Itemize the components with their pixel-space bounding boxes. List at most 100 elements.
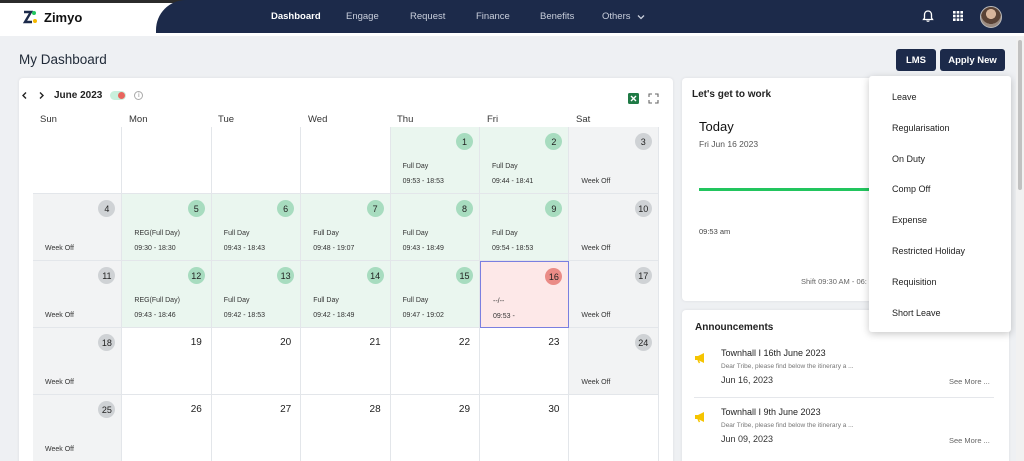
calendar-day-cell[interactable]: 14 Full Day 09:42 - 18:49 [301, 261, 391, 328]
checkin-time: 09:53 am [699, 227, 731, 236]
calendar-day-cell[interactable]: 11 Week Off [33, 261, 123, 328]
attendance-status: Full Day [402, 230, 429, 237]
scrollbar[interactable] [1016, 36, 1024, 461]
calendar-day-cell[interactable]: 10 Week Off [569, 194, 659, 261]
day-number: 30 [548, 404, 560, 415]
menu-item-expense[interactable]: Expense [892, 215, 928, 225]
day-number: 27 [280, 404, 292, 415]
calendar-day-cell[interactable]: 4 Week Off [33, 194, 123, 261]
calendar-day-cell[interactable] [569, 395, 659, 461]
menu-item-leave[interactable]: Leave [892, 92, 917, 102]
attendance-time: 09:42 - 18:53 [223, 312, 266, 319]
announcement-date: Jun 09, 2023 [721, 434, 774, 444]
nav-band [156, 0, 1024, 33]
calendar-header: June 2023 i [20, 90, 144, 101]
calendar-day-cell[interactable]: 23 [480, 328, 570, 395]
weekday-label: Sat [576, 114, 591, 125]
apply-new-dropdown: Leave Regularisation On Duty Comp Off Ex… [869, 76, 1011, 332]
calendar-day-cell[interactable]: 3 Week Off [569, 127, 659, 194]
attendance-status: Week Off [581, 312, 611, 319]
menu-item-requisition[interactable]: Requisition [892, 277, 937, 287]
shift-timing: Shift 09:30 AM - 06: [801, 277, 867, 286]
excel-export-icon[interactable] [628, 93, 639, 104]
nav-request[interactable]: Request [410, 11, 446, 22]
calendar-day-cell[interactable]: 20 [211, 328, 302, 395]
calendar-day-cell[interactable] [211, 127, 302, 194]
nav-others[interactable]: Others [602, 0, 646, 33]
attendance-time: 09:43 - 18:43 [223, 245, 266, 252]
attendance-status: Full Day [492, 163, 518, 170]
calendar-day-cell[interactable]: 30 [480, 395, 570, 461]
weekday-label: Wed [308, 114, 328, 125]
attendance-time: 09:43 - 18:49 [402, 245, 444, 252]
calendar-day-cell[interactable]: 12 REG(Full Day) 09:43 - 18:46 [122, 261, 212, 328]
calendar-day-cell[interactable] [122, 127, 212, 194]
calendar-day-cell[interactable]: 18 Week Off [33, 328, 123, 395]
calendar-day-cell[interactable]: 29 [390, 395, 480, 461]
expand-icon[interactable] [648, 93, 659, 104]
nav-others-label: Others [602, 11, 631, 22]
attendance-time: 09:44 - 18:41 [492, 178, 534, 185]
chevron-left-icon[interactable] [20, 91, 29, 100]
day-number: 6 [277, 200, 295, 217]
nav-engage[interactable]: Engage [346, 11, 379, 22]
day-number: 14 [366, 267, 384, 284]
calendar-day-cell[interactable]: 1 Full Day 09:53 - 18:53 [390, 127, 480, 194]
nav-finance[interactable]: Finance [476, 11, 510, 22]
calendar-day-cell[interactable]: 7 Full Day 09:48 - 19:07 [301, 194, 391, 261]
weekday-label: Mon [129, 114, 148, 125]
attendance-status: Full Day [402, 163, 429, 170]
announcement-date: Jun 16, 2023 [721, 375, 774, 385]
calendar-day-cell[interactable]: 15 Full Day 09:47 - 19:02 [390, 261, 480, 328]
day-number: 1 [455, 133, 473, 150]
bell-icon[interactable] [921, 9, 935, 23]
attendance-time: 09:30 - 18:30 [134, 245, 176, 252]
menu-item-on-duty[interactable]: On Duty [892, 154, 926, 164]
apps-grid-icon[interactable] [951, 9, 965, 23]
calendar-day-cell[interactable]: 2 Full Day 09:44 - 18:41 [480, 127, 570, 194]
calendar-day-cell[interactable]: 17 Week Off [569, 261, 659, 328]
menu-item-comp-off[interactable]: Comp Off [892, 184, 931, 194]
calendar-day-cell[interactable]: 8 Full Day 09:43 - 18:49 [390, 194, 480, 261]
avatar[interactable] [980, 6, 1002, 28]
chevron-right-icon[interactable] [37, 91, 46, 100]
menu-item-short-leave[interactable]: Short Leave [892, 308, 941, 318]
info-icon[interactable]: i [134, 91, 144, 100]
calendar-day-cell[interactable]: 19 [122, 328, 212, 395]
calendar-day-cell[interactable]: 27 [211, 395, 302, 461]
attendance-time: 09:47 - 19:02 [402, 312, 444, 319]
calendar-day-cell[interactable]: 6 Full Day 09:43 - 18:43 [211, 194, 302, 261]
brand-logo[interactable]: Zimyo [22, 9, 82, 25]
day-number: 5 [187, 200, 205, 217]
nav-benefits[interactable]: Benefits [540, 11, 575, 22]
calendar-day-cell[interactable]: 24 Week Off [569, 328, 659, 395]
view-toggle[interactable] [110, 91, 127, 100]
calendar-day-cell[interactable] [301, 127, 391, 194]
calendar-day-cell[interactable]: 28 [301, 395, 391, 461]
see-more-link[interactable]: See More ... [949, 377, 990, 386]
calendar-day-cell[interactable] [33, 127, 123, 194]
nav-dashboard[interactable]: Dashboard [265, 0, 327, 33]
calendar-day-cell[interactable]: 9 Full Day 09:54 - 18:53 [480, 194, 570, 261]
see-more-link[interactable]: See More ... [949, 436, 990, 445]
attendance-status: Week Off [45, 245, 74, 252]
calendar-day-cell[interactable]: 22 [390, 328, 480, 395]
calendar-day-cell[interactable]: 21 [301, 328, 391, 395]
attendance-time: 09:53 - [493, 313, 515, 320]
calendar-day-cell[interactable]: 26 [122, 395, 212, 461]
apply-new-button[interactable]: Apply New [940, 49, 1005, 71]
calendar-day-cell[interactable]: 13 Full Day 09:42 - 18:53 [211, 261, 302, 328]
menu-item-restricted-holiday[interactable]: Restricted Holiday [892, 246, 966, 256]
attendance-time: 09:42 - 18:49 [313, 312, 355, 319]
attendance-time: 09:53 - 18:53 [402, 178, 444, 185]
weekday-label: Fri [487, 114, 499, 125]
calendar-day-cell[interactable]: 16 --/-- 09:53 - [480, 261, 570, 328]
zimyo-logo-icon [22, 10, 37, 24]
scrollbar-thumb[interactable] [1018, 40, 1022, 190]
lms-button[interactable]: LMS [896, 49, 936, 71]
menu-item-regularisation[interactable]: Regularisation [892, 123, 950, 133]
calendar-day-cell[interactable]: 25 Week Off [33, 395, 123, 461]
chevron-down-icon [637, 14, 644, 19]
page-title: My Dashboard [19, 52, 107, 67]
calendar-day-cell[interactable]: 5 REG(Full Day) 09:30 - 18:30 [122, 194, 212, 261]
